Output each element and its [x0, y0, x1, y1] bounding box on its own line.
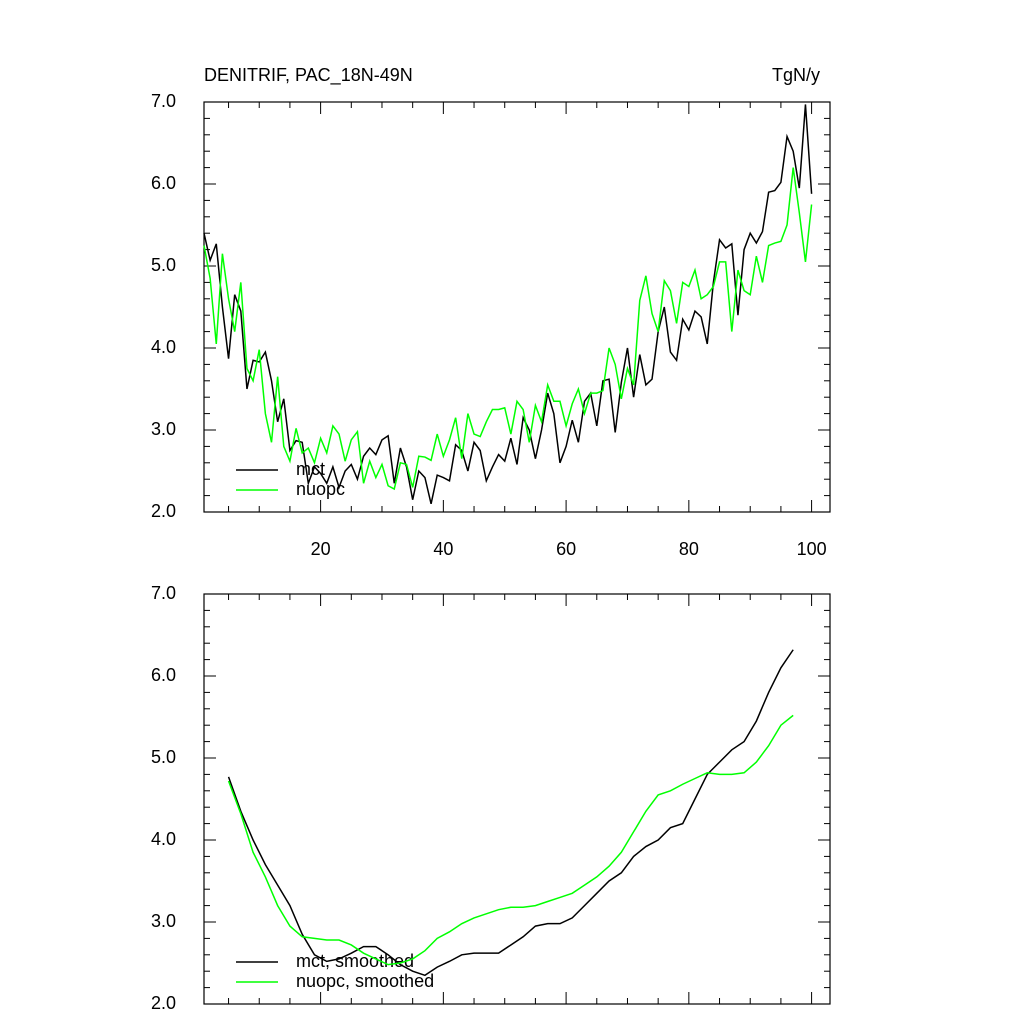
chart-title: DENITRIF, PAC_18N-49N [204, 65, 413, 86]
y-tick-label: 7.0 [151, 583, 176, 603]
y-tick-label: 6.0 [151, 173, 176, 193]
y-tick-label: 7.0 [151, 91, 176, 111]
x-tick-label: 80 [679, 539, 699, 559]
plot-frame [203, 101, 831, 513]
y-tick-label: 4.0 [151, 337, 176, 357]
legend-label: nuopc, smoothed [296, 971, 434, 991]
y-tick-label: 3.0 [151, 419, 176, 439]
y-tick-label: 3.0 [151, 911, 176, 931]
units-label: TgN/y [772, 65, 820, 85]
y-tick-label: 4.0 [151, 829, 176, 849]
x-tick-label: 100 [797, 539, 827, 559]
plot-frame [203, 593, 831, 1005]
legend-label: mct, smoothed [296, 951, 414, 971]
y-tick-label: 5.0 [151, 747, 176, 767]
x-tick-label: 60 [556, 539, 576, 559]
y-tick-label: 5.0 [151, 255, 176, 275]
y-tick-label: 2.0 [151, 501, 176, 521]
y-tick-label: 6.0 [151, 665, 176, 685]
x-tick-label: 20 [311, 539, 331, 559]
series-line [227, 714, 794, 966]
x-tick-label: 40 [433, 539, 453, 559]
y-tick-label: 2.0 [151, 993, 176, 1013]
series-line [203, 104, 813, 504]
legend-label: mct [296, 459, 325, 479]
legend-label: nuopc [296, 479, 345, 499]
series-line [203, 167, 813, 491]
series-line [227, 649, 794, 977]
